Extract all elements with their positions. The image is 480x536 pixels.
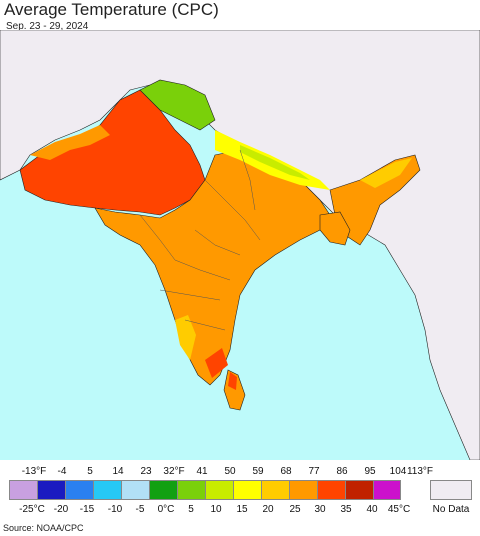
legend-c-label: -20 [53,504,69,515]
legend-c-label: -25°C [19,504,45,515]
legend-swatch [205,480,233,500]
state-borders [139,149,261,331]
legend-f-label: -13°F [21,466,47,477]
region-bangladesh [319,211,351,246]
legend-swatch [37,480,65,500]
legend-c-label: -15 [79,504,95,515]
legend-f-label: 113°F [406,466,434,477]
legend-c-label: 15 [236,504,248,515]
legend-c-label: 40 [366,504,378,515]
legend-c-label: 0°C [157,504,175,515]
region-sri-lanka-hot [228,372,237,390]
legend-f-label: 23 [140,466,152,477]
legend-swatch [9,480,37,500]
legend-f-label: 41 [196,466,208,477]
legend-swatch [317,480,345,500]
legend-swatch [233,480,261,500]
region-himalaya-green-strip [240,145,310,180]
legend-f-label: 104 [389,466,407,477]
legend-f-label: 32°F [163,466,185,477]
legend-swatch [261,480,289,500]
legend-f-label: 95 [364,466,376,477]
legend-c-label: 20 [262,504,274,515]
legend-no-data-swatch [430,480,472,500]
legend-color-scale [9,480,401,500]
legend-f-label: 50 [224,466,236,477]
legend-f-label: -4 [57,466,67,477]
region-northeast-yellow [360,158,412,188]
legend-swatch [289,480,317,500]
map-title: Average Temperature (CPC) [4,0,219,19]
legend-swatch [121,480,149,500]
region-himalaya-green [139,79,216,131]
date-range: Sep. 23 - 29, 2024 [6,21,89,32]
legend-c-label: -5 [135,504,145,515]
legend-c-label: -10 [107,504,123,515]
region-india [94,149,331,386]
legend-c-label: 30 [314,504,326,515]
region-pakistan-orange [30,125,110,160]
legend-f-label: 5 [87,466,93,477]
legend-swatch [177,480,205,500]
legend-f-label: 59 [252,466,264,477]
legend-fahrenheit-labels: -13°F -4 5 14 23 32°F 41 50 59 68 77 86 … [0,466,480,480]
legend-celsius-labels: -25°C -20 -15 -10 -5 0°C 5 10 15 20 25 3… [0,504,480,518]
legend-no-data-label: No Data [432,504,470,515]
legend-f-label: 86 [336,466,348,477]
region-tamil-hot [205,348,228,378]
legend-c-label: 35 [340,504,352,515]
legend-c-label: 25 [289,504,301,515]
legend-swatch [373,480,401,500]
temperature-map [0,30,480,460]
legend-swatch [149,480,177,500]
region-south-india [175,315,196,360]
legend-c-label: 45°C [387,504,411,515]
legend-f-label: 68 [280,466,292,477]
legend-swatch [65,480,93,500]
legend-c-label: 5 [188,504,194,515]
legend-c-label: 10 [210,504,222,515]
legend-f-label: 14 [112,466,124,477]
source-credit: Source: NOAA/CPC [3,523,84,533]
legend-f-label: 77 [308,466,320,477]
legend-swatch [93,480,121,500]
legend-swatch [345,480,373,500]
